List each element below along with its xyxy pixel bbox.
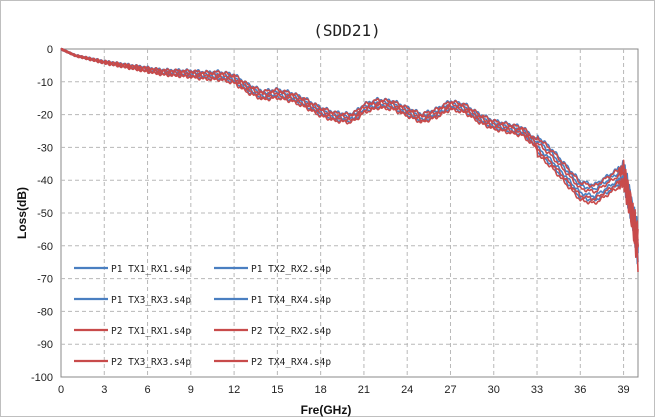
series-line	[60, 47, 639, 273]
y-tick-label: -90	[37, 339, 53, 351]
x-tick-label: 36	[574, 384, 586, 396]
y-tick-label: -100	[31, 372, 53, 384]
legend: P1 TX1_RX1.s4p P1 TX2_RX2.s4p P1 TX3_RX3.s…	[74, 264, 331, 368]
y-tick-label: 0	[47, 44, 53, 56]
x-tick-label: 18	[315, 384, 327, 396]
y-tick-label: -40	[37, 175, 53, 187]
x-tick-label: 6	[144, 384, 150, 396]
x-tick-label: 0	[58, 384, 64, 396]
y-tick-label: -80	[37, 306, 53, 318]
legend-label: P1 TX4_RX4.s4p	[251, 295, 331, 306]
legend-label: P2 TX2_RX2.s4p	[251, 326, 331, 337]
x-axis-label: Fre(GHz)	[301, 403, 352, 417]
x-tick-label: 30	[488, 384, 500, 396]
y-tick-label: -50	[37, 208, 53, 220]
x-tick-label: 21	[358, 384, 370, 396]
grid	[61, 49, 638, 377]
x-tick-label: 33	[531, 384, 543, 396]
series-lines	[60, 47, 639, 273]
x-tick-label: 15	[271, 384, 283, 396]
x-tick-labels: 0 3 6 9 12 15 18 21 24 27 30 33 36 39	[58, 384, 630, 396]
x-tick-label: 9	[188, 384, 194, 396]
legend-label: P2 TX4_RX4.s4p	[251, 357, 331, 368]
legend-label: P2 TX3_RX3.s4p	[111, 357, 191, 368]
y-tick-labels: 0 -10 -20 -30 -40 -50 -60 -70 -80 -90 -100	[31, 44, 53, 384]
legend-label: P2 TX1_RX1.s4p	[111, 326, 191, 337]
x-tick-label: 12	[228, 384, 240, 396]
x-tick-label: 39	[617, 384, 629, 396]
x-tick-label: 27	[444, 384, 456, 396]
legend-label: P1 TX1_RX1.s4p	[111, 264, 191, 275]
y-tick-label: -70	[37, 274, 53, 286]
x-tick-label: 24	[401, 384, 413, 396]
x-tick-label: 3	[101, 384, 107, 396]
y-tick-label: -30	[37, 142, 53, 154]
y-axis-label: Loss(dB)	[15, 187, 29, 239]
series-line	[60, 47, 639, 256]
chart-title: (SDD21)	[313, 21, 380, 40]
y-tick-label: -20	[37, 110, 53, 122]
legend-label: P1 TX2_RX2.s4p	[251, 264, 331, 275]
y-tick-label: -60	[37, 241, 53, 253]
series-line	[60, 48, 639, 248]
legend-label: P1 TX3_RX3.s4p	[111, 295, 191, 306]
y-tick-label: -10	[37, 77, 53, 89]
